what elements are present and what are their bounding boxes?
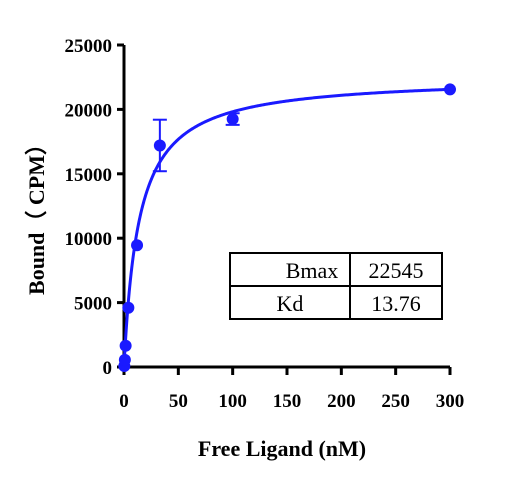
x-tick-label: 100 <box>218 391 247 412</box>
data-point <box>122 301 135 314</box>
table-value-kd: 13.76 <box>371 291 421 316</box>
y-tick-label: 10000 <box>65 229 113 250</box>
x-tick-label: 250 <box>381 391 410 412</box>
y-tick-label: 20000 <box>65 100 113 121</box>
data-point <box>118 353 131 366</box>
x-tick-label: 50 <box>169 391 188 412</box>
data-point <box>119 339 132 352</box>
x-tick-label: 150 <box>273 391 302 412</box>
parameter-table: Bmax 22545 Kd 13.76 <box>229 252 443 320</box>
data-point <box>444 83 456 96</box>
x-tick-label: 0 <box>119 391 129 412</box>
data-point <box>131 239 144 252</box>
y-tick-label: 5000 <box>74 294 112 315</box>
data-points <box>118 83 456 372</box>
y-axis-title: Bound（ CPM） <box>24 133 49 295</box>
fit-curve <box>122 87 451 368</box>
ticks: 0 5000 10000 15000 20000 25000 0 50 100 150 200 250… <box>65 36 465 412</box>
error-bars <box>152 112 240 173</box>
data-point <box>153 139 166 152</box>
x-axis-title: Free Ligand (nM) <box>198 436 366 461</box>
table-param-bmax: Bmax <box>286 258 339 283</box>
y-tick-label: 0 <box>103 358 113 379</box>
data-point <box>226 113 239 126</box>
y-tick-label: 15000 <box>65 165 113 186</box>
table-param-kd: Kd <box>277 291 304 316</box>
x-tick-label: 300 <box>436 391 465 412</box>
x-tick-label: 200 <box>327 391 356 412</box>
y-tick-label: 25000 <box>65 36 113 57</box>
table-value-bmax: 22545 <box>369 258 424 283</box>
